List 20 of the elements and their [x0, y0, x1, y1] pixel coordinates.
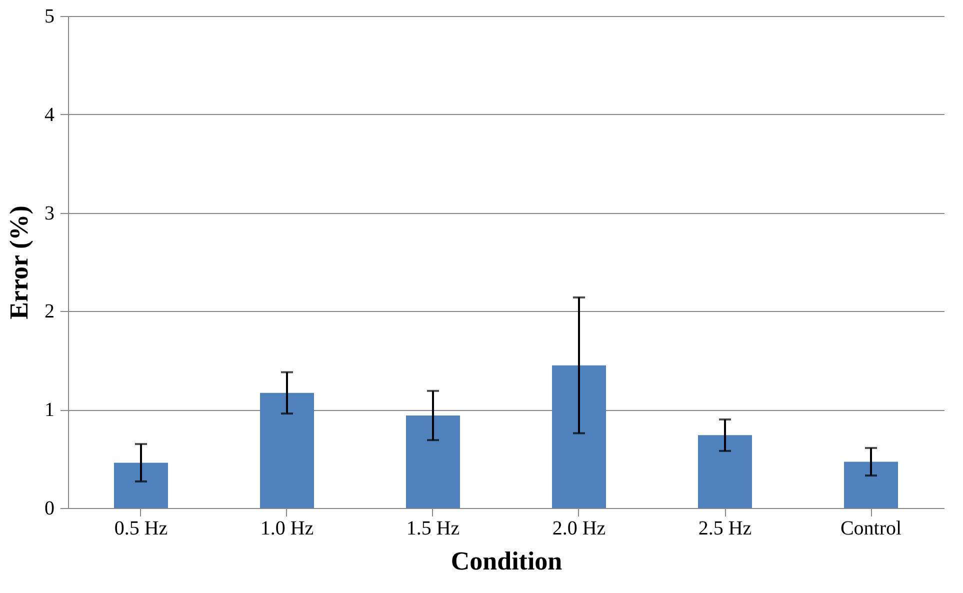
bar: [260, 392, 314, 508]
y-axis-title: Error (%): [4, 206, 34, 320]
bar: [844, 462, 898, 508]
x-tick-label: 1.5 Hz: [406, 518, 460, 540]
x-tick-label: Control: [840, 518, 902, 540]
x-tick-label: 2.5 Hz: [698, 518, 752, 540]
bar: [552, 365, 606, 508]
y-tick-label: 1: [44, 399, 54, 422]
y-tick-label: 4: [44, 104, 54, 126]
y-tick-label: 3: [44, 202, 54, 224]
y-tick-label: 5: [44, 6, 54, 28]
x-tick-label: 2.0 Hz: [552, 518, 606, 540]
x-tick-label: 1.0 Hz: [260, 518, 314, 540]
x-axis-title: Condition: [450, 546, 563, 576]
y-tick-label: 0: [44, 498, 54, 520]
x-tick-label: 0.5 Hz: [114, 518, 168, 540]
bar: [114, 462, 168, 508]
bar: [406, 416, 460, 508]
y-tick-label: 2: [44, 300, 54, 323]
bar: [698, 435, 752, 508]
